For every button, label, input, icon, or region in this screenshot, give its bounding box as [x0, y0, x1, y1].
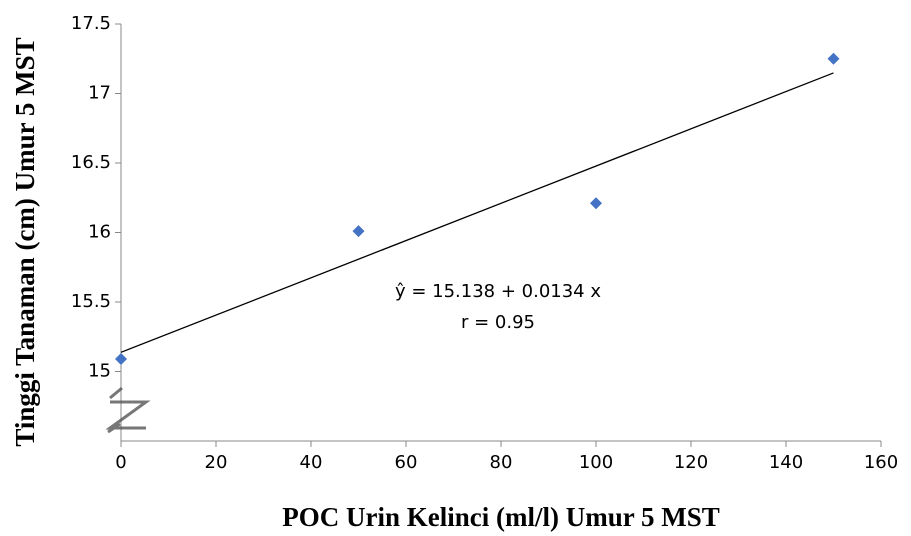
x-tick-label: 60 [395, 452, 418, 473]
scatter-point [827, 52, 840, 65]
x-tick-label: 160 [864, 452, 898, 473]
y-tick-label: 17 [88, 83, 111, 104]
trendline [120, 72, 834, 353]
x-tick-label: 0 [115, 452, 126, 473]
x-tick-label: 40 [300, 452, 323, 473]
x-tick-label: 100 [579, 452, 613, 473]
x-tick-label: 20 [205, 452, 228, 473]
x-axis-title: POC Urin Kelinci (ml/l) Umur 5 MST [282, 502, 719, 532]
annotation: ŷ = 15.138 + 0.0134 x [395, 281, 601, 302]
y-tick-label: 15 [88, 361, 111, 382]
x-tick-label: 140 [769, 452, 803, 473]
y-axis-title: Tinggi Tanaman (cm) Umur 5 MST [10, 37, 40, 446]
scatter-point [590, 197, 602, 210]
axis-break [105, 386, 151, 434]
y-tick-label: 16.5 [71, 152, 111, 173]
annotation: r = 0.95 [461, 312, 535, 333]
scatter-point [115, 352, 127, 365]
scatter-point [352, 225, 365, 238]
x-tick-label: 120 [674, 452, 708, 473]
y-tick-label: 15.5 [71, 291, 111, 312]
x-tick-label: 80 [490, 452, 513, 473]
y-tick-label: 17.5 [71, 13, 111, 34]
y-tick-label: 16 [88, 222, 111, 243]
